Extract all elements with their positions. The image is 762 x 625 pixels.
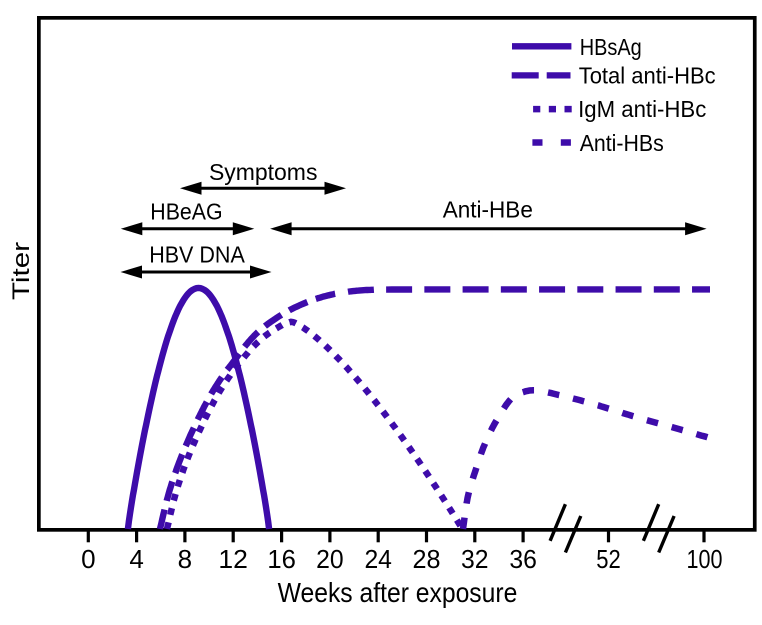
svg-text:12: 12 (218, 544, 248, 574)
svg-text:HBV DNA: HBV DNA (149, 242, 245, 268)
svg-text:52: 52 (596, 544, 621, 574)
svg-text:Anti-HBs: Anti-HBs (580, 130, 664, 156)
svg-text:Weeks after exposure: Weeks after exposure (278, 577, 518, 608)
svg-text:Total anti-HBc: Total anti-HBc (579, 62, 716, 88)
svg-text:36: 36 (509, 544, 537, 574)
svg-text:HBsAg: HBsAg (580, 34, 642, 60)
svg-text:Symptoms: Symptoms (209, 159, 318, 185)
svg-text:16: 16 (267, 544, 296, 574)
svg-text:4: 4 (129, 544, 143, 574)
svg-text:IgM anti-HBc: IgM anti-HBc (578, 96, 706, 122)
svg-text:24: 24 (364, 544, 392, 574)
svg-text:28: 28 (413, 544, 441, 574)
svg-text:8: 8 (178, 544, 192, 574)
svg-text:0: 0 (81, 544, 95, 574)
svg-text:Titer: Titer (8, 242, 35, 300)
svg-text:32: 32 (461, 544, 489, 574)
svg-text:Anti-HBe: Anti-HBe (443, 197, 533, 223)
svg-text:100: 100 (687, 544, 723, 574)
svg-text:HBeAG: HBeAG (150, 198, 222, 224)
svg-text:20: 20 (316, 544, 344, 574)
